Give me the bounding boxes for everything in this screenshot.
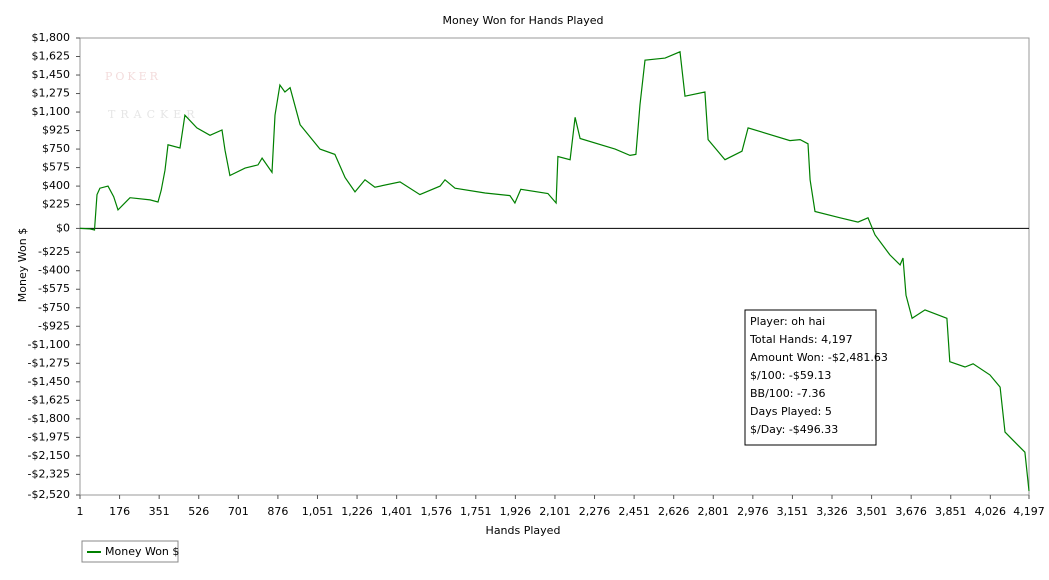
x-tick-label: 3,326 bbox=[816, 505, 848, 518]
stats-text: Player: oh hai bbox=[750, 315, 825, 328]
y-tick-label: -$2,325 bbox=[28, 467, 70, 480]
x-axis-label: Hands Played bbox=[486, 524, 561, 537]
y-tick-label: $0 bbox=[56, 221, 70, 234]
stats-text: $/Day: -$496.33 bbox=[750, 423, 838, 436]
stats-text: Days Played: 5 bbox=[750, 405, 832, 418]
y-tick-label: $1,800 bbox=[32, 31, 71, 44]
y-tick-label: $1,625 bbox=[32, 50, 71, 63]
y-tick-label: -$575 bbox=[38, 282, 70, 295]
x-tick-label: 2,976 bbox=[737, 505, 769, 518]
y-tick-label: -$1,100 bbox=[28, 338, 70, 351]
y-tick-label: -$1,975 bbox=[28, 430, 70, 443]
y-tick-label: -$225 bbox=[38, 245, 70, 258]
x-tick-label: 701 bbox=[228, 505, 249, 518]
x-tick-label: 1,401 bbox=[381, 505, 413, 518]
legend-label: Money Won $ bbox=[105, 545, 179, 558]
y-tick-label: $750 bbox=[42, 142, 70, 155]
y-tick-label: -$1,800 bbox=[28, 412, 70, 425]
y-tick-label: -$750 bbox=[38, 301, 70, 314]
x-tick-label: 4,026 bbox=[975, 505, 1007, 518]
x-tick-label: 1,051 bbox=[302, 505, 334, 518]
stats-text: BB/100: -7.36 bbox=[750, 387, 825, 400]
x-tick-label: 1,751 bbox=[460, 505, 492, 518]
x-tick-label: 1,576 bbox=[420, 505, 452, 518]
x-tick-label: 526 bbox=[188, 505, 209, 518]
x-tick-label: 2,451 bbox=[618, 505, 650, 518]
x-tick-label: 876 bbox=[267, 505, 288, 518]
stats-text: Total Hands: 4,197 bbox=[749, 333, 853, 346]
x-tick-label: 1,926 bbox=[500, 505, 532, 518]
x-tick-label: 1,226 bbox=[341, 505, 373, 518]
x-tick-label: 2,626 bbox=[658, 505, 690, 518]
stats-text: $/100: -$59.13 bbox=[750, 369, 831, 382]
watermark: TRACKER bbox=[108, 108, 200, 121]
y-tick-label: $1,450 bbox=[32, 68, 71, 81]
stats-text: Amount Won: -$2,481.63 bbox=[750, 351, 888, 364]
x-tick-label: 351 bbox=[149, 505, 170, 518]
y-tick-label: $1,275 bbox=[32, 87, 71, 100]
y-tick-label: -$1,450 bbox=[28, 375, 70, 388]
y-tick-label: $1,100 bbox=[32, 105, 71, 118]
x-tick-label: 1 bbox=[77, 505, 84, 518]
x-tick-label: 3,676 bbox=[895, 505, 927, 518]
legend-box bbox=[81, 540, 179, 563]
data-line bbox=[79, 50, 1030, 491]
y-tick-label: $925 bbox=[42, 124, 70, 137]
y-tick-label: -$925 bbox=[38, 319, 70, 332]
x-tick-label: 3,151 bbox=[777, 505, 809, 518]
y-tick-label: -$1,625 bbox=[28, 393, 70, 406]
x-tick-label: 2,101 bbox=[539, 505, 571, 518]
x-tick-label: 2,276 bbox=[579, 505, 611, 518]
y-axis-label: Money Won $ bbox=[16, 228, 29, 302]
x-tick-label: 3,501 bbox=[856, 505, 888, 518]
y-tick-label: $400 bbox=[42, 179, 70, 192]
x-tick-label: 3,851 bbox=[935, 505, 967, 518]
y-tick-label: -$1,275 bbox=[28, 356, 70, 369]
x-tick-label: 4,197 bbox=[1013, 505, 1045, 518]
y-tick-label: $575 bbox=[42, 161, 70, 174]
y-tick-label: -$2,150 bbox=[28, 449, 70, 462]
x-tick-label: 2,801 bbox=[698, 505, 730, 518]
stats-box bbox=[744, 309, 877, 446]
y-tick-label: -$400 bbox=[38, 264, 70, 277]
y-tick-label: $225 bbox=[42, 198, 70, 211]
chart-title: Money Won for Hands Played bbox=[443, 14, 604, 27]
y-tick-label: -$2,520 bbox=[28, 488, 70, 501]
watermark: POKER bbox=[105, 70, 161, 83]
x-tick-label: 176 bbox=[109, 505, 130, 518]
